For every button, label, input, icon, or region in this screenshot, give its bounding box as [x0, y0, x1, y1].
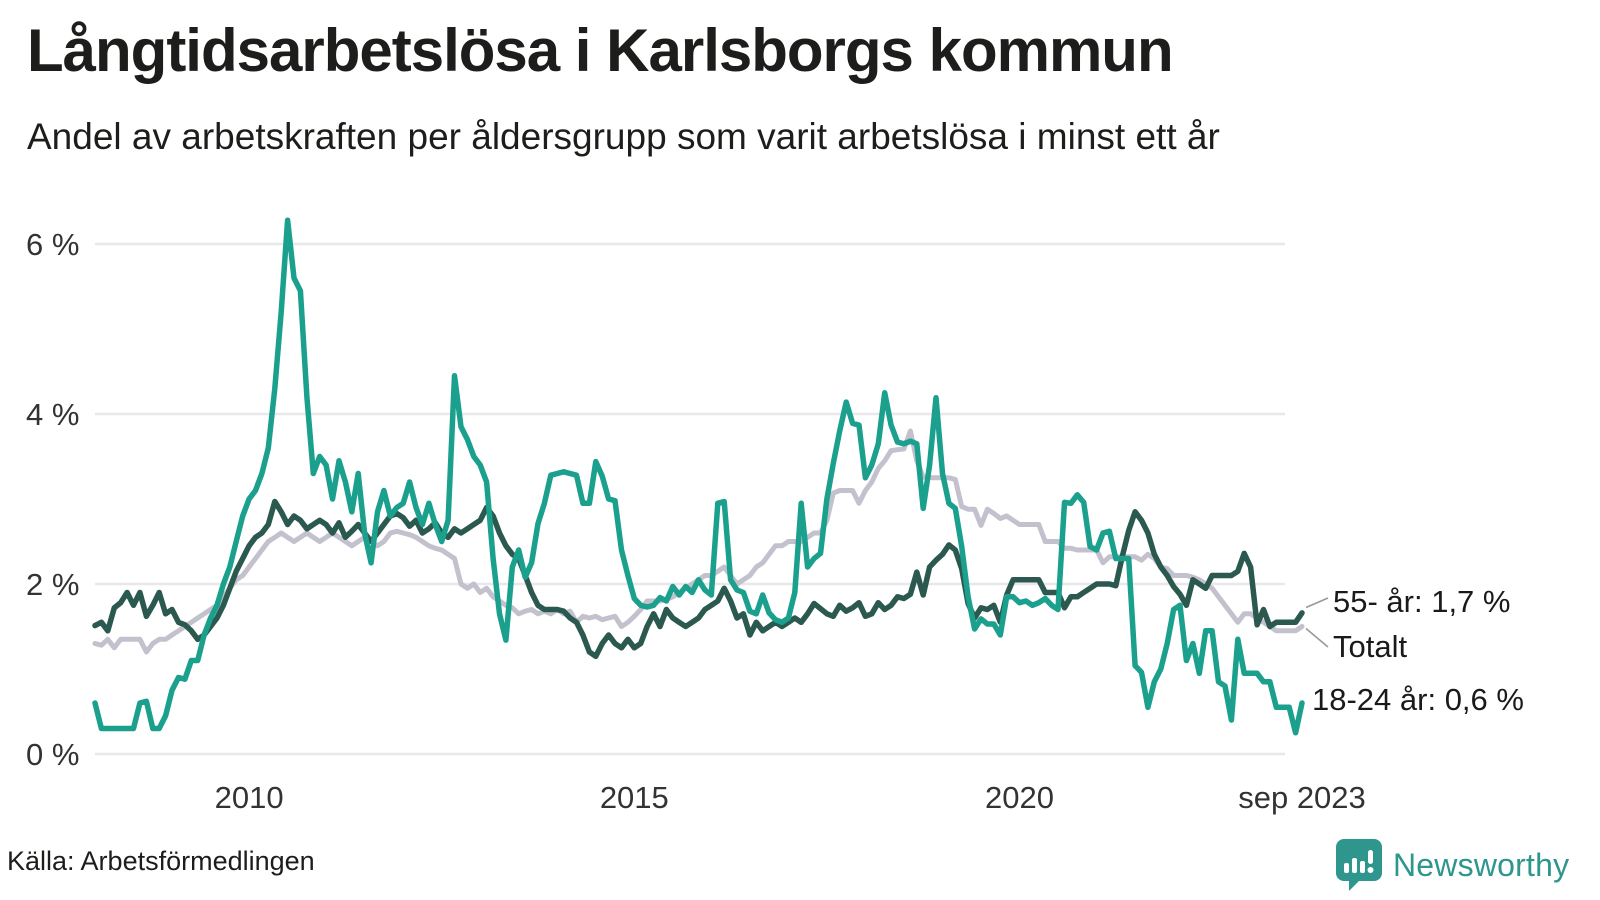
y-tick-label: 2 %	[26, 567, 79, 602]
x-axis-labels: 2010 2015 2020 sep 2023	[215, 780, 1366, 815]
y-tick-label: 4 %	[26, 397, 79, 432]
x-tick-label-sep-2023: sep 2023	[1238, 780, 1366, 815]
series-end-label-55-ar: 55- år: 1,7 %	[1333, 584, 1511, 619]
y-tick-label: 6 %	[26, 227, 79, 262]
x-tick-label-2015: 2015	[600, 780, 669, 815]
chart-subtitle: Andel av arbetskraften per åldersgrupp s…	[27, 116, 1220, 157]
y-axis-labels: 0 % 2 % 4 % 6 %	[26, 227, 79, 772]
series-line-18-24-r	[92, 217, 1305, 736]
newsworthy-wordmark: Newsworthy	[1393, 846, 1570, 883]
series-lines	[92, 217, 1305, 736]
newsworthy-logo-link[interactable]: Newsworthy	[1335, 838, 1569, 892]
gridlines	[95, 242, 1285, 756]
x-tick-label-2010: 2010	[215, 780, 284, 815]
chart-title: Långtidsarbetslösa i Karlsborgs kommun	[27, 17, 1174, 84]
series-end-label-totalt: Totalt	[1333, 629, 1408, 664]
source-attribution: Källa: Arbetsförmedlingen	[7, 846, 315, 876]
series-end-label-18-24-ar: 18-24 år: 0,6 %	[1312, 682, 1524, 717]
newsworthy-bubble-chart-icon	[1336, 839, 1382, 891]
y-tick-label: 0 %	[26, 737, 79, 772]
connector-55-ar	[1305, 597, 1329, 609]
series-line-55-r	[92, 498, 1305, 660]
label-connector-lines	[1305, 597, 1329, 648]
connector-totalt	[1305, 627, 1329, 648]
x-tick-label-2020: 2020	[985, 780, 1054, 815]
